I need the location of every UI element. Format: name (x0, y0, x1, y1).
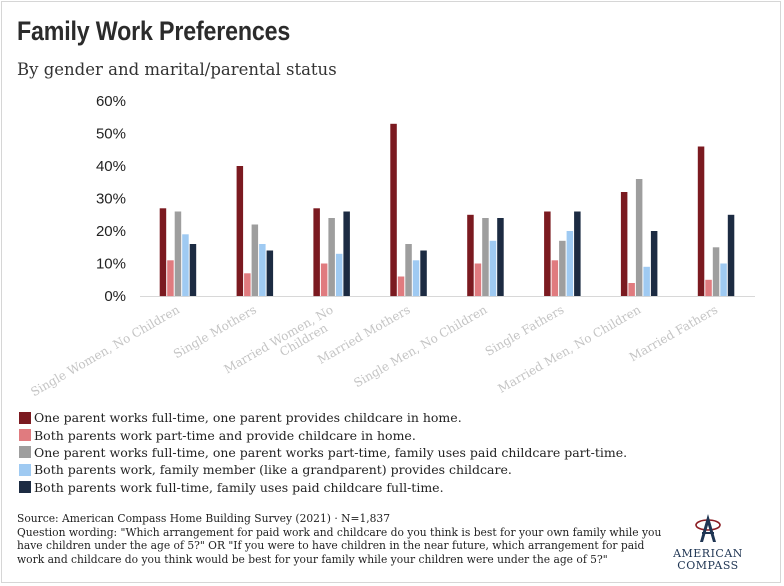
bar (159, 208, 167, 297)
y-tick-label: 50% (96, 126, 126, 143)
legend-swatch (19, 411, 31, 424)
bar (236, 166, 244, 296)
bar (174, 211, 182, 296)
bar (497, 218, 504, 296)
legend-label: Both parents work part-time and provide … (34, 427, 416, 443)
bar (705, 279, 712, 297)
american-compass-logo: AMERICAN COMPASS (668, 513, 748, 572)
bar (712, 247, 720, 297)
question-line-1: Question wording: "Which arrangement for… (17, 525, 662, 539)
y-tick-label: 0% (104, 288, 126, 305)
legend-swatch (19, 429, 31, 442)
bar (182, 234, 189, 297)
bar (650, 231, 658, 296)
compass-icon (695, 514, 721, 542)
bar (343, 211, 350, 296)
x-tick-label: Married Men, No Children (495, 302, 643, 395)
legend-label: Both parents work full-time, family uses… (34, 479, 444, 495)
question-line-3: work and childcare do you think would be… (17, 552, 608, 566)
legend-swatch (19, 481, 31, 494)
source-note: Source: American Compass Home Building S… (17, 512, 391, 525)
legend-label: One parent works full-time, one parent w… (34, 444, 628, 460)
bar (320, 263, 328, 296)
bar (313, 208, 320, 297)
legend-label: One parent works full-time, one parent p… (34, 410, 462, 426)
y-tick-label: 10% (96, 256, 126, 273)
bar (412, 260, 420, 297)
legend-swatch (19, 463, 31, 476)
legend-item: One parent works full-time, one parent p… (19, 409, 627, 426)
bar (620, 192, 628, 296)
bar (259, 244, 266, 296)
bar (628, 283, 635, 296)
legend-item: Both parents work, family member (like a… (19, 461, 627, 478)
chart-title: Family Work Preferences (17, 16, 291, 46)
logo-text-line-1: AMERICAN (673, 547, 743, 560)
bar (727, 214, 735, 297)
bar (251, 224, 259, 296)
legend-swatch (19, 446, 31, 459)
bar (482, 218, 489, 296)
bar (474, 263, 482, 296)
chart-footer: Source: American Compass Home Building S… (17, 512, 662, 566)
legend-item: Both parents work part-time and provide … (19, 426, 627, 443)
bar (328, 218, 335, 296)
legend-item: Both parents work full-time, family uses… (19, 479, 627, 496)
question-line-2: have children under the age of 5?" OR "I… (17, 539, 645, 553)
bar (244, 273, 251, 297)
bar (720, 263, 727, 296)
y-tick-label: 40% (96, 158, 126, 175)
bar (489, 240, 497, 297)
bar (390, 123, 397, 297)
y-tick-label: 30% (96, 191, 126, 208)
bar (635, 179, 643, 296)
bar (574, 211, 581, 296)
legend-label: Both parents work, family member (like a… (34, 462, 512, 478)
y-tick-label: 60% (96, 93, 126, 110)
bar (266, 250, 274, 296)
bar (420, 250, 427, 296)
bar (335, 253, 343, 297)
x-tick-label: Single Women, No Children (28, 302, 182, 399)
logo-text-line-2: COMPASS (677, 559, 739, 572)
x-tick-label: Single Men, No Children (351, 302, 489, 390)
bar (405, 244, 412, 296)
bar (467, 214, 474, 297)
bar (559, 240, 566, 297)
bar (551, 260, 559, 297)
bar (697, 146, 705, 296)
bar (167, 260, 174, 297)
y-tick-label: 20% (96, 223, 126, 240)
chart-legend: One parent works full-time, one parent p… (19, 409, 627, 496)
bar-chart: 0% 10% 20% 30% 40% 50% 60% Single Women, No Chi… (28, 93, 755, 399)
chart-subtitle: By gender and marital/parental status (17, 60, 337, 79)
legend-item: One parent works full-time, one parent w… (19, 444, 627, 461)
bar (544, 211, 551, 296)
bar (189, 244, 197, 296)
bar (643, 266, 650, 297)
bar (397, 276, 405, 296)
bar (566, 231, 574, 296)
